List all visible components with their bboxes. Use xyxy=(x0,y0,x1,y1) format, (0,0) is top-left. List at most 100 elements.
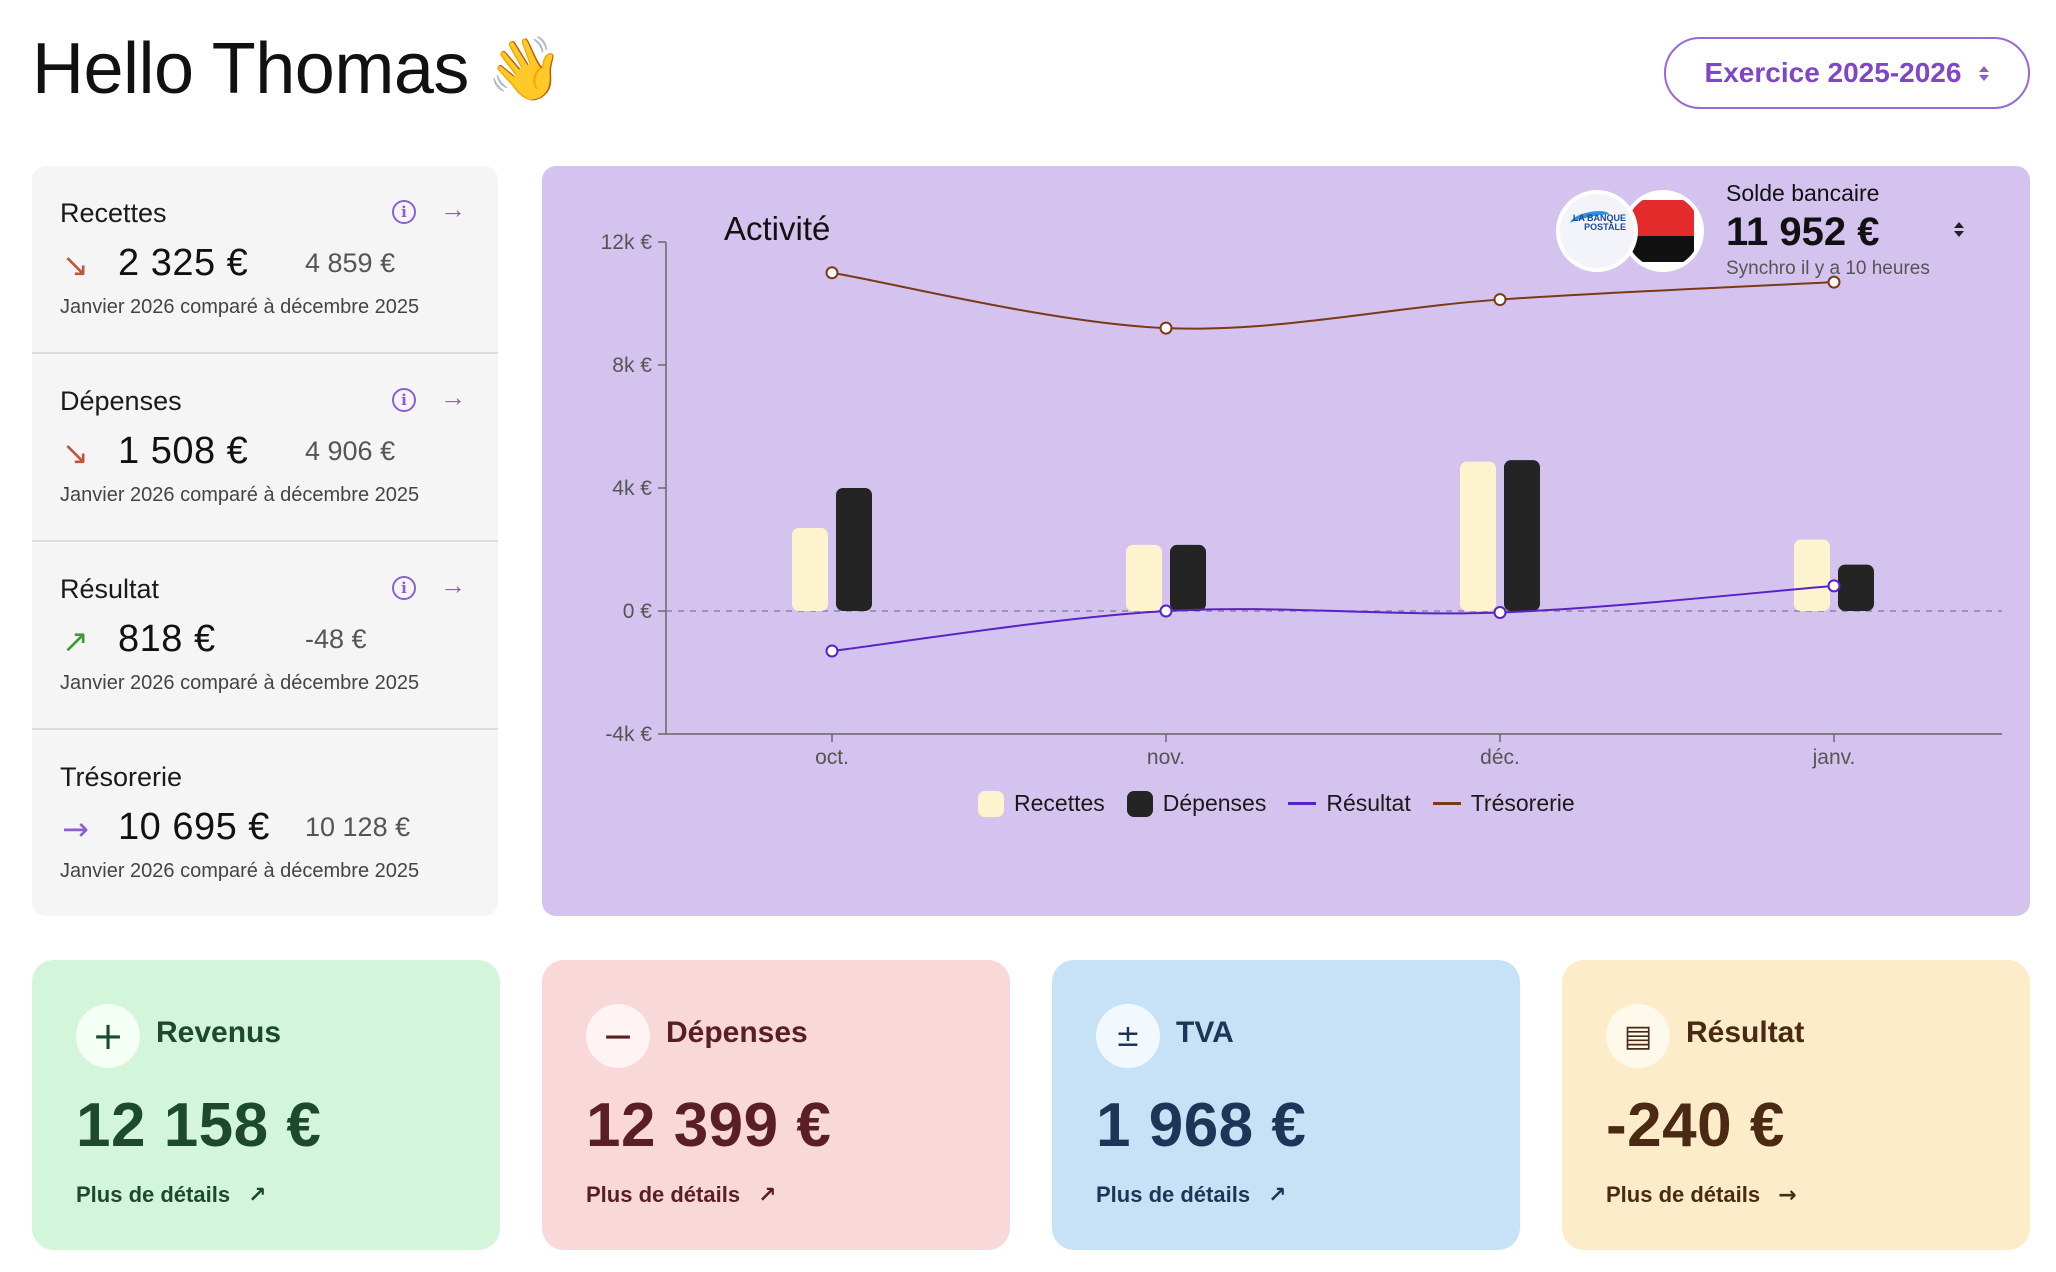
kpi-previous: 10 128 € xyxy=(305,812,411,842)
arrow-right-icon[interactable]: → xyxy=(440,382,466,412)
bank-balance-label: Solde bancaire xyxy=(1726,180,1880,206)
line-resultat xyxy=(831,584,1835,652)
y-tick-label: 12k € xyxy=(601,231,653,254)
y-tick-label: 0 € xyxy=(623,600,653,623)
details-link-label: Plus de détails xyxy=(586,1182,741,1207)
bar-depenses xyxy=(1504,460,1540,611)
kpi-recettes: Recettes i → ↘ 2 325 € 4 859 € Janvier 2… xyxy=(32,166,498,354)
line-resultat-point xyxy=(1493,605,1507,619)
bar-recettes xyxy=(1460,461,1496,611)
kpi-previous: -48 € xyxy=(305,624,367,654)
kpi-previous: 4 859 € xyxy=(305,248,396,278)
kpi-note: Janvier 2026 comparé à décembre 2025 xyxy=(60,484,420,506)
legend-label: Dépenses xyxy=(1162,790,1267,816)
chevron-updown-icon xyxy=(1979,65,1990,81)
kpi-label: Dépenses xyxy=(60,386,182,416)
legend-swatch xyxy=(1432,802,1461,805)
bar-recettes xyxy=(1794,539,1830,611)
x-tick-label: oct. xyxy=(815,746,849,769)
kpi-previous: 4 906 € xyxy=(305,436,396,466)
summary-value: 12 158 € xyxy=(76,1091,322,1160)
summary-card-revenus[interactable]: + Revenus 12 158 € Plus de détails ↗ xyxy=(32,960,500,1250)
bar-recettes xyxy=(792,527,828,611)
trend-down-icon: ↘ xyxy=(62,434,89,472)
kpi-note: Janvier 2026 comparé à décembre 2025 xyxy=(60,860,420,882)
x-tick-label: déc. xyxy=(1480,746,1520,769)
bar-recettes xyxy=(1126,544,1162,611)
details-link[interactable]: Plus de détails ↗ xyxy=(1096,1182,1287,1208)
details-link[interactable]: Plus de détails ↗ xyxy=(586,1182,777,1208)
legend-recettes[interactable]: Recettes xyxy=(978,790,1105,817)
kpi-depenses: Dépenses i → ↘ 1 508 € 4 906 € Janvier 2… xyxy=(32,354,498,542)
details-link-label: Plus de détails xyxy=(76,1182,231,1207)
arrow-right-icon[interactable]: → xyxy=(440,570,466,600)
kpi-value: 1 508 € xyxy=(118,430,249,472)
arrow-up-right-icon: ↗ xyxy=(1268,1182,1287,1208)
summary-card-depenses[interactable]: − Dépenses 12 399 € Plus de détails ↗ xyxy=(542,960,1010,1250)
arrow-right-icon[interactable]: → xyxy=(440,194,466,224)
summary-label: TVA xyxy=(1176,1016,1234,1049)
kpi-tresorerie: Trésorerie → 10 695 € 10 128 € Janvier 2… xyxy=(32,730,498,916)
legend-resultat[interactable]: Résultat xyxy=(1288,790,1411,817)
exercise-selector[interactable]: Exercice 2025-2026 xyxy=(1664,37,2030,109)
legend-swatch xyxy=(1126,790,1153,817)
summary-value: -240 € xyxy=(1606,1091,1785,1160)
la-banque-postale-logo: LA BANQUE POSTALE xyxy=(1556,190,1638,272)
kpi-value: 10 695 € xyxy=(118,806,270,848)
bar-depenses xyxy=(836,488,872,611)
legend-swatch xyxy=(1288,802,1317,805)
arrow-up-right-icon: ↗ xyxy=(758,1182,777,1208)
receipt-icon: ▤ xyxy=(1606,1004,1670,1068)
kpi-resultat: Résultat i → ↗ 818 € -48 € Janvier 2026 … xyxy=(32,542,498,730)
activity-chart: -4k € 0 € 4k € 8k € 12k € oct. nov. déc. janv. xyxy=(601,231,2002,769)
trend-flat-icon: → xyxy=(62,810,89,848)
summary-card-tva[interactable]: ± TVA 1 968 € Plus de détails ↗ xyxy=(1052,960,1520,1250)
activity-chart-card: -4k € 0 € 4k € 8k € 12k € oct. nov. déc. janv. A… xyxy=(542,166,2030,916)
kpi-label: Recettes xyxy=(60,198,167,228)
legend-label: Recettes xyxy=(1014,790,1105,816)
societe-generale-logo xyxy=(1622,190,1704,272)
y-tick-label: 4k € xyxy=(612,477,652,500)
line-resultat-point xyxy=(825,644,839,658)
info-icon[interactable]: i xyxy=(392,576,416,600)
x-tick-label: nov. xyxy=(1147,746,1185,769)
kpi-label: Trésorerie xyxy=(60,762,183,792)
chart-legend: Recettes Dépenses Résultat Trésorerie xyxy=(978,790,1575,817)
bar-depenses xyxy=(1838,564,1874,611)
y-tick-label: -4k € xyxy=(605,723,652,746)
details-link[interactable]: Plus de détails ↗ xyxy=(76,1182,267,1208)
details-link-label: Plus de détails xyxy=(1096,1182,1251,1207)
summary-value: 1 968 € xyxy=(1096,1091,1307,1160)
summary-value: 12 399 € xyxy=(586,1091,832,1160)
summary-label: Résultat xyxy=(1686,1016,1805,1049)
bank-logo-text: LA BANQUE POSTALE xyxy=(1572,213,1626,232)
plus-icon: + xyxy=(76,1004,140,1068)
legend-tresorerie[interactable]: Trésorerie xyxy=(1432,790,1575,817)
legend-depenses[interactable]: Dépenses xyxy=(1126,790,1267,817)
line-tresorerie-point xyxy=(1827,275,1841,289)
line-tresorerie-point xyxy=(825,266,839,280)
line-tresorerie-point xyxy=(1159,321,1173,335)
line-resultat-point xyxy=(1827,579,1841,593)
legend-swatch xyxy=(978,790,1004,817)
legend-label: Résultat xyxy=(1326,790,1411,816)
details-link-label: Plus de détails xyxy=(1606,1182,1761,1207)
chart-title: Activité xyxy=(724,210,831,247)
greeting-title: Hello Thomas 👋 xyxy=(32,28,564,110)
bank-selector-icon[interactable] xyxy=(1954,222,1964,237)
summary-card-resultat[interactable]: ▤ Résultat -240 € Plus de détails → xyxy=(1562,960,2030,1250)
bank-sync-status: Synchro il y a 10 heures xyxy=(1726,258,1930,279)
wave-emoji: 👋 xyxy=(486,32,564,105)
kpi-value: 818 € xyxy=(118,618,216,660)
y-tick-label: 8k € xyxy=(612,354,652,377)
arrow-up-right-icon: ↗ xyxy=(248,1182,267,1208)
line-resultat-point xyxy=(1159,604,1173,618)
calculator-icon: ± xyxy=(1096,1004,1160,1068)
info-icon[interactable]: i xyxy=(392,388,416,412)
x-tick-label: janv. xyxy=(1812,746,1856,769)
summary-label: Revenus xyxy=(156,1016,282,1049)
details-link[interactable]: Plus de détails → xyxy=(1606,1182,1797,1208)
bank-balance-amount: 11 952 € xyxy=(1726,210,1880,254)
info-icon[interactable]: i xyxy=(392,200,416,224)
kpi-note: Janvier 2026 comparé à décembre 2025 xyxy=(60,672,420,694)
